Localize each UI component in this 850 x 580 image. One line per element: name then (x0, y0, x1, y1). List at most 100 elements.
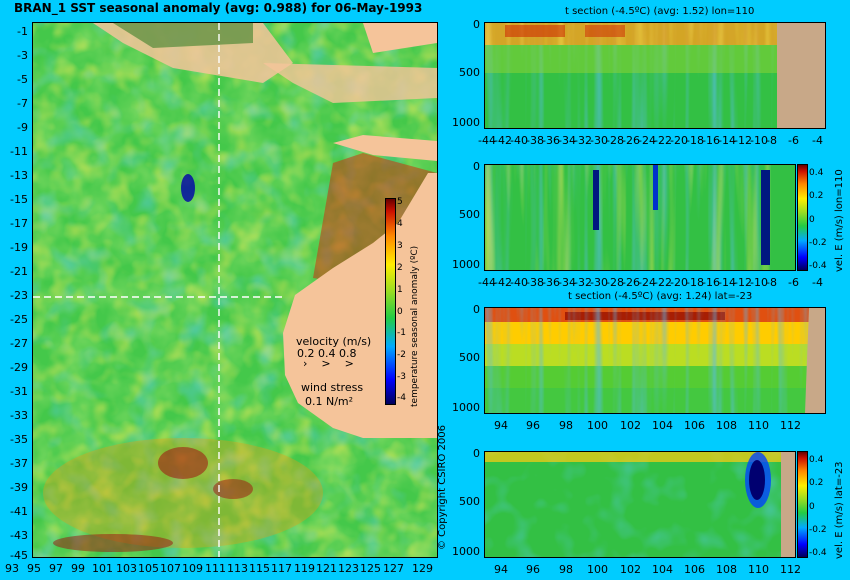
panel2-colorbar (797, 164, 808, 271)
x-tick: -24 (638, 276, 656, 289)
cbar-tick: 1 (397, 285, 403, 295)
y-tick: 500 (459, 495, 480, 508)
colorbar-ticks: 5 4 3 2 1 0 -1 -2 -3 -4 (397, 197, 411, 407)
y-tick: 1000 (452, 258, 480, 271)
x-tick: -32 (574, 134, 592, 147)
x-tick: -6 (788, 134, 799, 147)
x-tick: -34 (558, 276, 576, 289)
lon-tick: 97 (49, 562, 63, 575)
x-tick: -30 (590, 276, 608, 289)
lat-tick: -29 (10, 361, 28, 374)
x-tick: -32 (574, 276, 592, 289)
lat-tick: -31 (10, 385, 28, 398)
panel2-plot[interactable] (484, 164, 796, 271)
x-tick: 108 (716, 419, 737, 432)
x-tick: 108 (716, 563, 737, 576)
y-tick: 500 (459, 351, 480, 364)
cbar-tick: 0.2 (809, 478, 824, 488)
lon-tick: 125 (360, 562, 381, 575)
lon-tick: 123 (338, 562, 359, 575)
panel4-colorbar (797, 451, 808, 558)
lat-tick: -33 (10, 409, 28, 422)
y-tick: 500 (459, 66, 480, 79)
panel1-title: t section (-4.5ºC) (avg: 1.52) lon=110 (565, 6, 755, 17)
panel2-yticks: 0 500 1000 (440, 160, 482, 274)
x-tick: -22 (654, 276, 672, 289)
lon-tick: 113 (227, 562, 248, 575)
sst-map[interactable]: velocity (m/s) 0.2 0.4 0.8 › > > wind st… (32, 22, 438, 558)
lon-tick: 99 (71, 562, 85, 575)
x-tick: 102 (620, 419, 641, 432)
x-tick: -8 (766, 276, 777, 289)
y-tick: 0 (473, 160, 480, 173)
y-tick: 0 (473, 447, 480, 460)
x-tick: -36 (542, 134, 560, 147)
lat-tick: -41 (10, 505, 28, 518)
x-tick: 106 (684, 419, 705, 432)
panel1-plot[interactable] (484, 22, 826, 129)
cbar-tick: -0.2 (809, 525, 827, 535)
x-tick: -12 (734, 134, 752, 147)
x-tick: -44 (478, 134, 496, 147)
lon-tick: 117 (271, 562, 292, 575)
lon-tick: 93 (5, 562, 19, 575)
x-tick: -40 (510, 276, 528, 289)
lon-tick: 105 (138, 562, 159, 575)
lat-tick: -19 (10, 241, 28, 254)
lat-tick: -21 (10, 265, 28, 278)
cbar-tick: 0 (809, 215, 815, 225)
x-tick: -42 (494, 276, 512, 289)
x-tick: 104 (652, 419, 673, 432)
x-tick: 98 (559, 419, 573, 432)
x-tick: -28 (606, 276, 624, 289)
lat-tick: -39 (10, 481, 28, 494)
x-tick: 96 (526, 419, 540, 432)
panel4-side-label: vel. E (m/s) lat=-23 (834, 461, 845, 559)
panel4-plot[interactable] (484, 451, 796, 558)
lat-tick: -43 (10, 529, 28, 542)
cbar-tick: -0.4 (809, 261, 827, 271)
main-lon-ticks: 93 95 97 99 101 103 105 107 109 111 113 … (0, 562, 440, 578)
x-tick: 94 (494, 563, 508, 576)
y-tick: 1000 (452, 401, 480, 414)
x-tick: -38 (526, 134, 544, 147)
velocity-legend-arrows: › > > (303, 357, 354, 370)
main-lat-ticks: -1 -3 -5 -7 -9 -11 -13 -15 -17 -19 -21 -… (0, 22, 30, 562)
lat-tick: -1 (17, 25, 28, 38)
lon-tick: 129 (412, 562, 433, 575)
x-tick: 112 (780, 419, 801, 432)
panel4-xticks: 94 96 98 100 102 104 106 108 110 112 (484, 563, 824, 578)
cbar-tick: 0.2 (809, 191, 824, 201)
x-tick: -18 (686, 276, 704, 289)
cbar-tick: -1 (397, 328, 406, 338)
velocity-legend-label: velocity (m/s) (296, 335, 372, 348)
y-tick: 500 (459, 208, 480, 221)
x-tick: -14 (718, 276, 736, 289)
lon-tick: 115 (249, 562, 270, 575)
cbar-tick: 0.4 (809, 168, 824, 178)
y-tick: 1000 (452, 116, 480, 129)
x-tick: 110 (748, 563, 769, 576)
x-tick: 100 (587, 563, 608, 576)
lat-tick: -17 (10, 217, 28, 230)
lat-tick: -3 (17, 49, 28, 62)
x-tick: -4 (812, 134, 823, 147)
x-tick: -20 (670, 134, 688, 147)
x-tick: 100 (587, 419, 608, 432)
panel2-xticks: -44 -42 -40 -38 -36 -34 -32 -30 -28 -26 … (478, 276, 838, 291)
cbar-tick: 2 (397, 263, 403, 273)
lat-tick: -9 (17, 121, 28, 134)
cbar-tick: -4 (397, 393, 406, 403)
wind-legend-label: wind stress (301, 381, 364, 394)
x-tick: 102 (620, 563, 641, 576)
panel3-plot[interactable] (484, 307, 826, 414)
x-tick: 110 (748, 419, 769, 432)
x-tick: -28 (606, 134, 624, 147)
x-tick: -20 (670, 276, 688, 289)
x-tick: -4 (812, 276, 823, 289)
x-tick: -36 (542, 276, 560, 289)
cbar-tick: 0.4 (809, 455, 824, 465)
sst-colorbar (385, 198, 396, 405)
x-tick: -6 (788, 276, 799, 289)
x-tick: 104 (652, 563, 673, 576)
